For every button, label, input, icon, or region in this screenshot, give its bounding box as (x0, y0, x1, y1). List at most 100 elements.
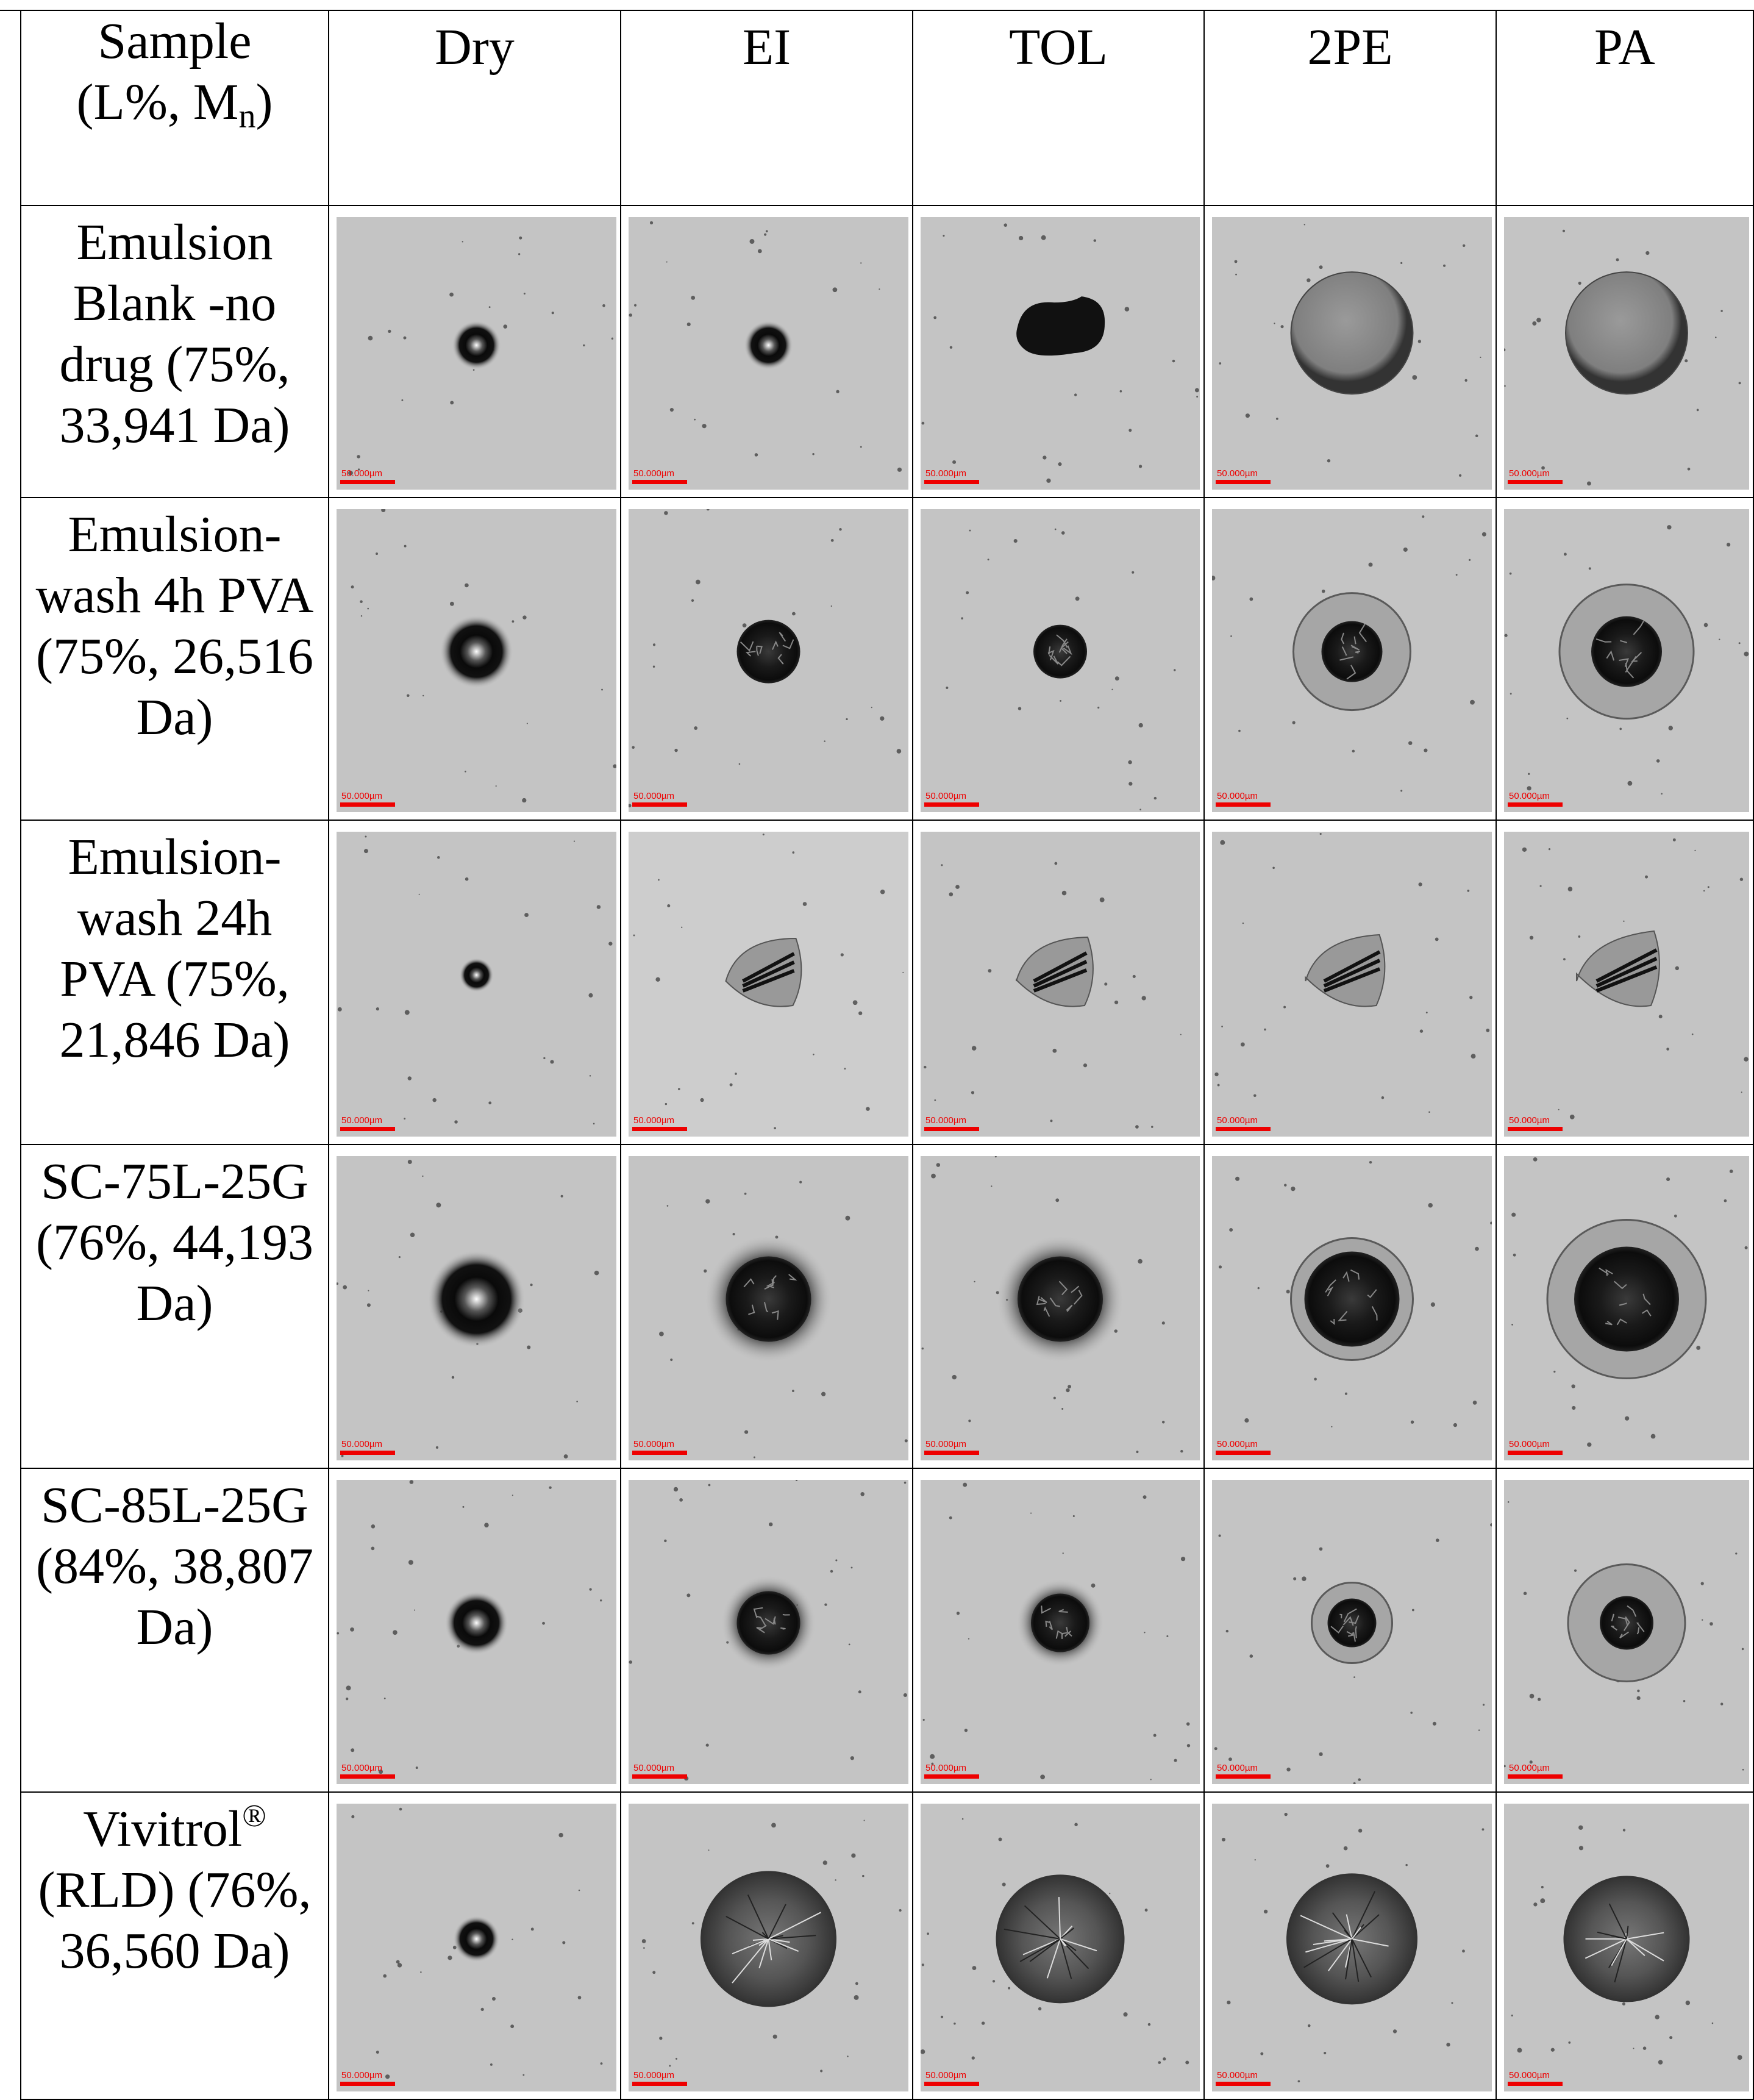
speck (982, 2021, 985, 2024)
speck (1739, 642, 1741, 644)
speck (1162, 1321, 1165, 1324)
speck (821, 1392, 825, 1396)
speck (450, 401, 454, 404)
speck (343, 1285, 347, 1290)
speck (512, 1939, 513, 1940)
speck (1002, 1882, 1006, 1886)
speck (1172, 360, 1175, 363)
speck (708, 1849, 709, 1851)
speck (376, 1007, 379, 1010)
speck (1180, 1450, 1183, 1452)
micrograph: 50.000µm (337, 1156, 616, 1460)
speck (1511, 1213, 1516, 1217)
speck (450, 602, 454, 606)
speck (769, 1523, 773, 1527)
header-sample: (L%, M (77, 74, 239, 130)
speck (408, 1560, 413, 1565)
speck (1549, 848, 1550, 850)
speck (659, 2037, 662, 2040)
row-label-cell: SC-75L-25G (76%, 44,193 Da) (20, 1145, 329, 1469)
speck (1148, 2023, 1150, 2026)
micrograph: 50.000µm (1212, 1480, 1492, 1784)
speck (1255, 1859, 1256, 1860)
speck (1097, 707, 1099, 709)
speck (361, 615, 362, 616)
row-label-cell: Emulsion-wash 4h PVA (75%, 26,516 Da) (20, 498, 329, 821)
speck (1405, 1864, 1408, 1866)
speck (1524, 1591, 1527, 1595)
speck (1353, 1676, 1355, 1678)
micrograph: 50.000µm (629, 509, 908, 812)
speck (1720, 310, 1722, 312)
speck (530, 1284, 533, 1286)
speck (490, 2063, 493, 2066)
speck (681, 927, 682, 928)
speck (969, 530, 971, 532)
speck (1633, 2048, 1634, 2049)
speck (1510, 573, 1512, 575)
speck (1578, 935, 1580, 938)
speck (1319, 1547, 1323, 1551)
scale-label: 50.000µm (633, 2070, 674, 2080)
particle (1031, 1594, 1089, 1652)
speck (404, 545, 407, 548)
speck (1324, 2052, 1326, 2054)
column-header: 2PE (1307, 19, 1392, 76)
speck (1625, 1416, 1629, 1421)
speck (1622, 2002, 1625, 2005)
scale-label: 50.000µm (925, 2070, 966, 2080)
speck (1563, 958, 1566, 960)
speck (1061, 1408, 1063, 1410)
speck (404, 1118, 405, 1120)
speck (1139, 809, 1141, 810)
scale-bar (924, 480, 979, 484)
speck (1253, 1094, 1257, 1097)
speck (1431, 1302, 1435, 1307)
speck (1014, 539, 1018, 543)
speck (1475, 435, 1478, 437)
speck (383, 1974, 387, 1978)
speck (1536, 318, 1541, 323)
speck (1669, 2036, 1672, 2039)
speck (1091, 1584, 1096, 1588)
header-text: PA (1497, 17, 1753, 78)
speck (1074, 1823, 1077, 1826)
speck (1655, 2015, 1659, 2019)
scale-bar (924, 1127, 979, 1131)
row-label-cell: SC-85L-25G (84%, 38,807 Da) (20, 1469, 329, 1793)
speck (407, 694, 410, 697)
speck (943, 235, 944, 237)
speck (364, 849, 368, 853)
particle (737, 620, 800, 684)
speck (527, 1346, 530, 1349)
speck (964, 1729, 968, 1732)
speck (1741, 1091, 1742, 1093)
speck (1511, 1324, 1513, 1326)
speck (864, 1820, 865, 1821)
speck (629, 313, 632, 317)
speck (1566, 718, 1568, 720)
speck (674, 1487, 678, 1491)
speck (385, 2074, 390, 2079)
speck (1018, 707, 1021, 710)
speck (999, 1837, 1002, 1841)
speck (1744, 1057, 1748, 1061)
speck (674, 749, 677, 752)
speck (897, 468, 902, 472)
header-cell: 2PE (1205, 11, 1497, 206)
speck (1471, 1054, 1476, 1059)
speck (1686, 2001, 1690, 2005)
speck (1052, 1049, 1057, 1053)
speck (1214, 1747, 1217, 1750)
speck (597, 905, 601, 909)
speck (974, 1281, 975, 1282)
scale-label: 50.000µm (1509, 791, 1550, 801)
speck (512, 1495, 513, 1496)
speck (410, 1480, 414, 1484)
speck (1579, 1846, 1583, 1850)
speck (1222, 1838, 1225, 1841)
speck (823, 1860, 827, 1865)
speck (1274, 323, 1275, 324)
speck (670, 408, 674, 412)
scale-label: 50.000µm (925, 1115, 966, 1126)
